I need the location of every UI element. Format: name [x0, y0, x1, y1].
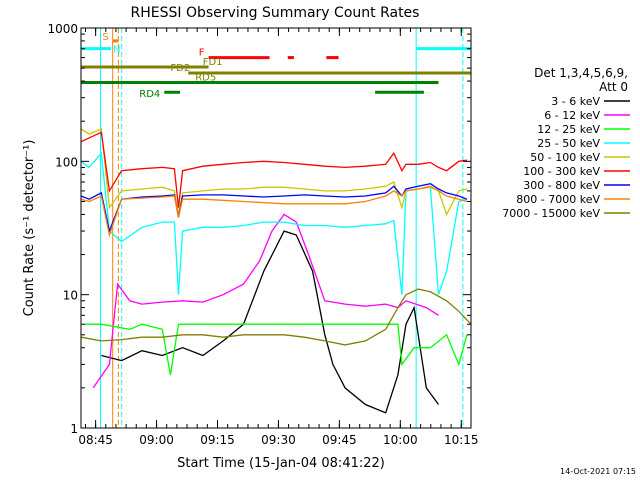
y-tick-label: 1	[70, 422, 78, 436]
y-axis: 1 10 100 1000	[47, 22, 471, 436]
flag-label-fd2: FD2	[170, 63, 190, 74]
flag-label-fd1: FD1	[203, 57, 223, 68]
legend-label-300-800-kev: 300 - 800 keV	[523, 179, 600, 192]
legend-label-3-6-kev: 3 - 6 keV	[551, 95, 600, 108]
x-tick-label: 10:00	[383, 433, 418, 447]
x-axis: 08:45 09:00 09:15 09:30 09:45 10:00 10:15	[78, 28, 479, 447]
series-line-300-800-kev	[80, 183, 468, 234]
flag-label-s: S	[102, 32, 108, 43]
y-tick-label: 100	[55, 155, 78, 169]
flag-label-n: N	[113, 45, 120, 56]
timestamp: 14-Oct-2021 07:15	[560, 467, 636, 476]
series-line-12-25-kev	[85, 323, 468, 376]
x-tick-label: 09:15	[200, 433, 235, 447]
legend-label-6-12-kev: 6 - 12 keV	[544, 109, 600, 122]
y-tick-label: 1000	[47, 22, 78, 36]
series-line-100-300-kev	[80, 131, 467, 208]
x-tick-label: 09:30	[261, 433, 296, 447]
flag-label-rd4: RD4	[139, 89, 160, 100]
x-tick-label: 08:45	[78, 433, 113, 447]
series-line-3-6-kev	[101, 230, 440, 414]
flag-label-f: F	[199, 48, 205, 59]
legend-label-50-100-kev: 50 - 100 keV	[530, 151, 600, 164]
legend-label-800-7000-kev: 800 - 7000 keV	[516, 193, 600, 206]
x-axis-label: Start Time (15-Jan-04 08:41:22)	[177, 456, 385, 471]
series-line-6-12-kev	[92, 213, 439, 389]
flag-label-rd5: RD5	[195, 73, 216, 84]
series-line-25-50-kev	[80, 151, 468, 295]
series-line-800-7000-kev	[80, 185, 468, 238]
legend-header-attenuator: Att 0	[599, 80, 628, 94]
series-line-7000-15000-kev	[80, 288, 472, 346]
chart-title: RHESSI Observing Summary Count Rates	[131, 5, 420, 21]
y-axis-label: Count Rate (s⁻¹ detector⁻¹)	[22, 140, 37, 317]
legend-header-detectors: Det 1,3,4,5,6,9,	[534, 66, 628, 80]
y-tick-label: 10	[63, 289, 78, 303]
legend-label-7000-15000-kev: 7000 - 15000 keV	[502, 207, 600, 220]
x-tick-label: 09:45	[322, 433, 357, 447]
legend-label-100-300-kev: 100 - 300 keV	[523, 165, 600, 178]
legend-label-25-50-kev: 25 - 50 keV	[537, 137, 600, 150]
x-tick-label: 10:15	[444, 433, 479, 447]
plot-frame	[80, 27, 472, 429]
x-tick-label: 09:00	[139, 433, 174, 447]
legend-label-12-25-kev: 12 - 25 keV	[537, 123, 600, 136]
series-line-50-100-kev	[80, 127, 468, 217]
